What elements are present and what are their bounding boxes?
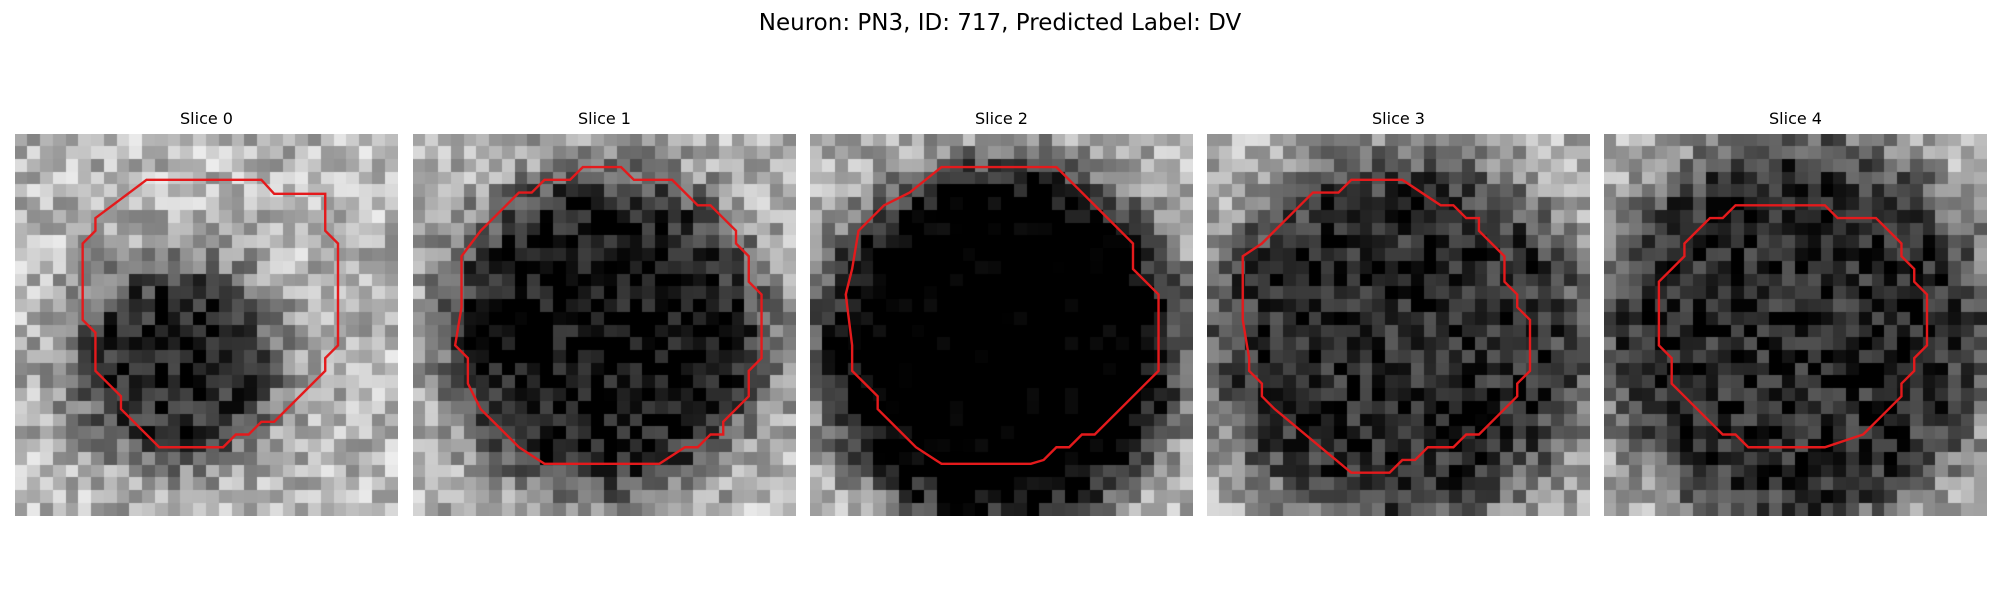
- slice-title-4: Slice 4: [1769, 109, 1822, 128]
- slice-contour-0: [15, 134, 398, 516]
- slice-contour-1: [413, 134, 796, 516]
- slice-title-2: Slice 2: [975, 109, 1028, 128]
- slice-title-1: Slice 1: [578, 109, 631, 128]
- slice-image-2: [810, 134, 1193, 516]
- slice-title-0: Slice 0: [180, 109, 233, 128]
- slice-panel-1: Slice 1: [413, 108, 796, 516]
- slice-title-3: Slice 3: [1372, 109, 1425, 128]
- slice-panel-0: Slice 0: [15, 108, 398, 516]
- slice-image-1: [413, 134, 796, 516]
- slice-contour-3: [1207, 134, 1590, 516]
- slice-panel-2: Slice 2: [810, 108, 1193, 516]
- slice-contour-2: [810, 134, 1193, 516]
- slice-contour-4: [1604, 134, 1987, 516]
- slice-panel-3: Slice 3: [1207, 108, 1590, 516]
- slice-image-4: [1604, 134, 1987, 516]
- slice-image-3: [1207, 134, 1590, 516]
- slice-image-0: [15, 134, 398, 516]
- figure-title: Neuron: PN3, ID: 717, Predicted Label: D…: [758, 10, 1242, 36]
- slice-panel-4: Slice 4: [1604, 108, 1987, 516]
